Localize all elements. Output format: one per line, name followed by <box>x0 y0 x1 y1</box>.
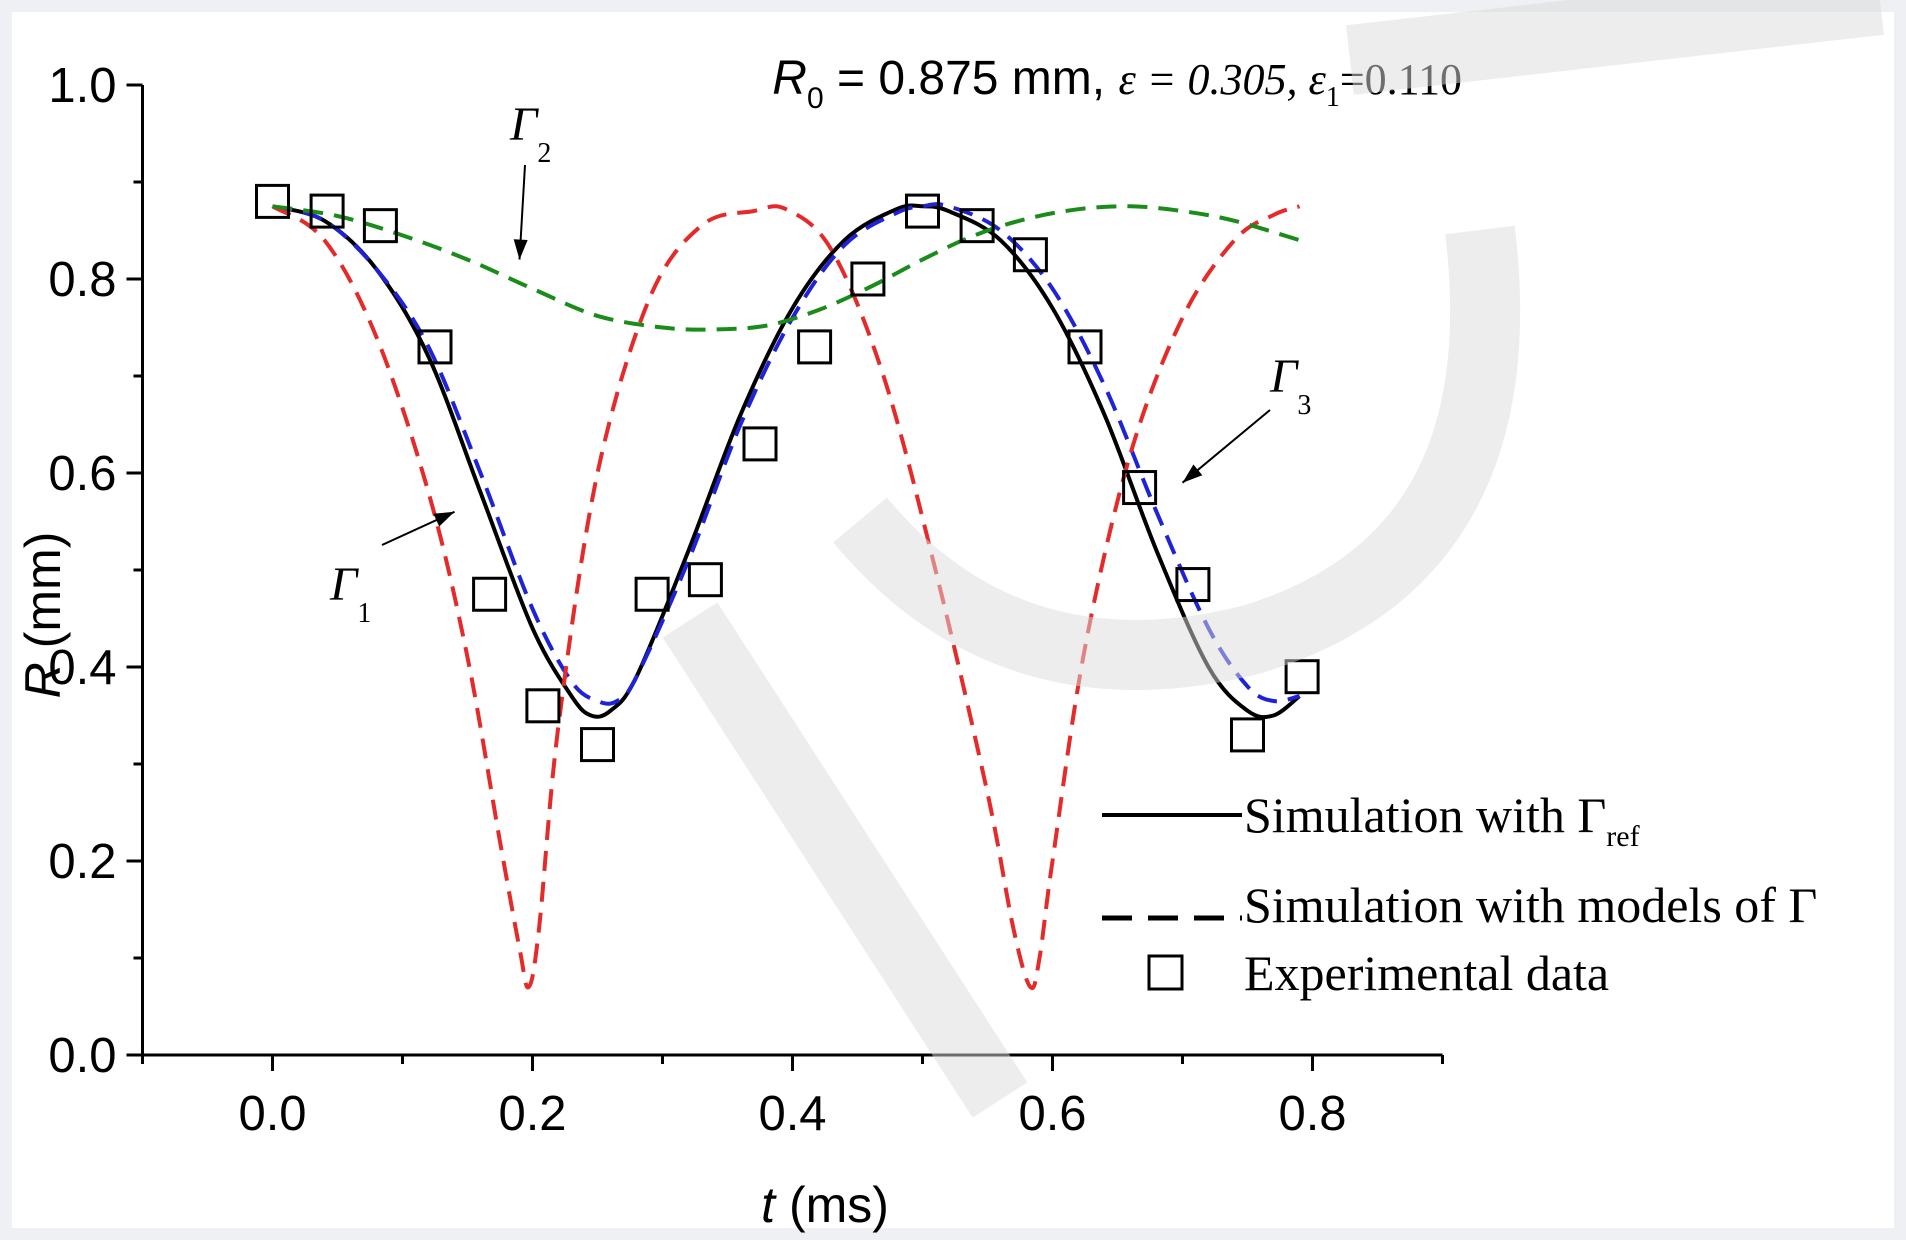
x-tick-label: 0.4 <box>758 1087 826 1141</box>
legend-square-swatch <box>1147 954 1184 991</box>
title-r0-symbol: R <box>772 52 807 105</box>
annotation-gamma1-sub: 1 <box>357 598 371 629</box>
title-r0-sub: 0 <box>807 82 824 115</box>
experimental-point <box>1284 659 1320 695</box>
y-axis-symbol: R <box>15 662 71 698</box>
annotation-arrowhead-gamma1 <box>433 511 455 527</box>
experimental-point <box>1012 237 1048 273</box>
experimental-point <box>797 329 833 365</box>
experimental-point <box>580 727 615 763</box>
legend-item-simulation-ref: Simulation with Γref <box>1244 787 1640 853</box>
series-solid-reference <box>271 203 1301 720</box>
experimental-point <box>255 183 290 219</box>
axes-group: 0.0 0.2 0.4 0.6 0.8 0.0 0.2 0.4 0.6 0.8 1.0 <box>48 59 1444 1141</box>
annotation-gamma2-sub: 2 <box>537 138 551 169</box>
y-tick-label: 0.6 <box>48 447 116 501</box>
y-tick-label: 0.0 <box>48 1029 116 1083</box>
annotation-gamma1-symbol: Γ <box>329 558 359 611</box>
series-dashed-green-gamma2 <box>272 204 1301 332</box>
experimental-point <box>472 576 508 612</box>
experimental-point <box>1067 329 1103 365</box>
annotation-gamma3: Γ3 <box>1269 350 1311 421</box>
title-r0-value: = 0.875 mm, <box>824 52 1119 105</box>
legend-ref-sub: ref <box>1606 820 1639 853</box>
experimental-point <box>525 688 561 724</box>
experimental-markers <box>255 183 1320 763</box>
experimental-point <box>1122 470 1158 506</box>
series-group <box>271 202 1301 991</box>
experimental-point <box>742 426 778 462</box>
y-tick-label: 0.4 <box>48 641 116 695</box>
x-tick-label: 0.2 <box>498 1087 566 1141</box>
x-axis-title: t (ms) <box>761 1177 889 1233</box>
experimental-point <box>1175 567 1211 603</box>
experimental-point <box>634 576 670 612</box>
y-axis-unit: (mm) <box>15 532 71 649</box>
x-tick-label: 0.0 <box>238 1087 306 1141</box>
series-dashed-blue <box>271 202 1300 706</box>
watermark <box>662 0 1884 1118</box>
experimental-point <box>362 208 398 244</box>
annotation-arrowhead-gamma2 <box>513 239 528 260</box>
annotation-gamma1: Γ1 <box>329 558 371 629</box>
legend-item-simulation-models: Simulation with models of Γ <box>1244 877 1817 933</box>
x-tick-label: 0.8 <box>1278 1087 1346 1141</box>
annotation-gamma3-symbol: Γ <box>1269 350 1299 403</box>
annotation-gamma2-symbol: Γ <box>509 98 539 151</box>
experimental-point <box>417 329 453 365</box>
experimental-point <box>959 208 995 244</box>
legend-ref-text: Simulation with Γ <box>1244 787 1606 843</box>
title-eps1-sub: 1 <box>1326 82 1340 113</box>
legend: Simulation with Γref Simulation with mod… <box>1102 787 1817 1001</box>
x-tick-label: 0.6 <box>1018 1087 1086 1141</box>
y-axis-title: R (mm) <box>15 532 71 699</box>
experimental-point <box>687 562 723 598</box>
chart-title: R0 = 0.875 mm, ε = 0.305, ε1=0.110 <box>772 52 1462 115</box>
experimental-point <box>905 193 940 229</box>
y-tick-label: 0.8 <box>48 253 116 307</box>
annotation-gamma3-sub: 3 <box>1297 390 1311 421</box>
y-tick-label: 1.0 <box>48 59 116 113</box>
y-tick-label: 0.2 <box>48 835 116 889</box>
title-eps: ε = 0.305, ε <box>1118 55 1326 104</box>
annotation-arrowhead-gamma3 <box>1182 464 1203 483</box>
experimental-point <box>1230 717 1265 753</box>
x-axis-unit: (ms) <box>789 1177 889 1233</box>
annotation-gamma2: Γ2 <box>509 98 551 169</box>
experimental-point <box>309 193 345 229</box>
series-dashed-red-gamma1 <box>271 204 1301 991</box>
x-axis-symbol: t <box>761 1177 777 1233</box>
legend-item-experimental: Experimental data <box>1244 945 1609 1001</box>
experimental-point <box>850 261 886 297</box>
